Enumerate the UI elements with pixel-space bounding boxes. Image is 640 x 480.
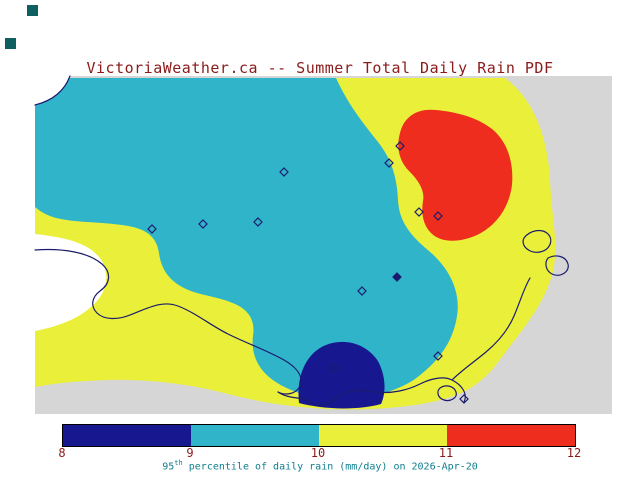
map-fragment-square <box>27 5 38 16</box>
colorbar <box>62 424 576 447</box>
colorbar-tick: 8 <box>58 446 66 460</box>
map-fragment-square <box>5 38 16 49</box>
contour-region-navy <box>298 341 385 409</box>
station-marker <box>414 207 424 217</box>
station-marker <box>433 351 443 361</box>
colorbar-caption: 95th percentile of daily rain (mm/day) o… <box>0 459 640 472</box>
station-marker <box>253 217 263 227</box>
contour-region-cyan <box>35 78 458 399</box>
colorbar-segment-11-12 <box>447 425 575 446</box>
station-marker <box>392 272 402 282</box>
coastlines <box>34 75 569 406</box>
colorbar-segment-9-10 <box>191 425 319 446</box>
caption-number: 95 <box>162 461 175 473</box>
map-title: VictoriaWeather.ca -- Summer Total Daily… <box>86 59 554 77</box>
no-data-corner <box>35 76 70 105</box>
station-marker <box>384 158 394 168</box>
colorbar-segment-10-11 <box>319 425 447 446</box>
contour-region-red <box>398 109 513 241</box>
colorbar-segment-8-9 <box>63 425 191 446</box>
station-marker <box>433 211 443 221</box>
colorbar-tick: 9 <box>186 446 194 460</box>
colorbar-tick: 11 <box>438 446 454 460</box>
caption-text: percentile of daily rain (mm/day) on 202… <box>182 461 478 473</box>
station-marker <box>395 141 405 151</box>
station-marker <box>279 167 289 177</box>
station-marker <box>147 224 157 234</box>
caption-superscript: th <box>174 459 183 467</box>
colorbar-ticks: 8 9 10 11 12 <box>58 446 581 460</box>
station-marker <box>198 219 208 229</box>
colorbar-tick: 10 <box>310 446 326 460</box>
station-marker <box>328 363 338 373</box>
station-markers <box>147 141 469 404</box>
station-marker <box>459 394 469 404</box>
colorbar-tick: 12 <box>566 446 582 460</box>
station-marker <box>357 286 367 296</box>
no-data-region <box>35 234 107 331</box>
